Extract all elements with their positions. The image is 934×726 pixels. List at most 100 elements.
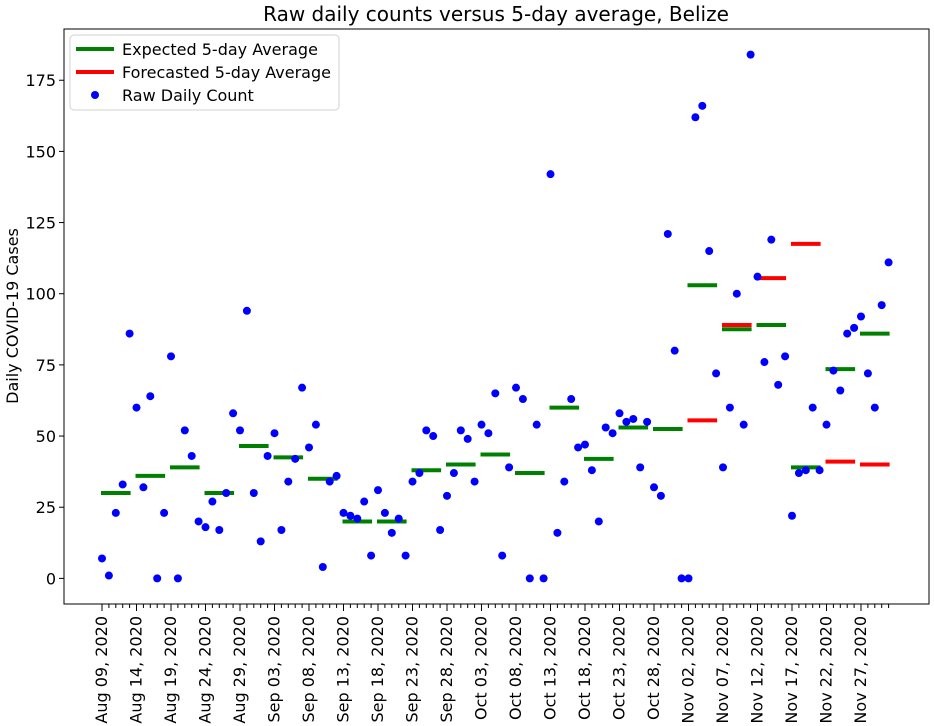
x-tick-label: Oct 03, 2020 [472, 616, 491, 720]
x-tick-label: Oct 23, 2020 [610, 616, 629, 720]
plot-frame [63, 28, 930, 605]
raw-daily-point [725, 403, 734, 412]
raw-daily-point [215, 525, 224, 534]
x-axis: Aug 09, 2020 Aug 14, 2020 Aug 19, 2020 Aug … [92, 604, 890, 724]
raw-daily-point [677, 574, 686, 583]
x-tick-label: Aug 14, 2020 [127, 616, 146, 724]
raw-daily-point [436, 525, 445, 534]
raw-daily-point [857, 312, 865, 321]
raw-daily-point [760, 358, 769, 367]
y-tick-label: 125 [25, 214, 56, 233]
legend-raw-swatch [91, 91, 99, 99]
raw-daily-point [532, 420, 541, 429]
raw-daily-point [429, 432, 438, 441]
raw-daily-point [836, 386, 845, 395]
raw-daily-point [456, 426, 465, 435]
raw-daily-point [505, 463, 514, 472]
raw-daily-point [477, 420, 486, 429]
raw-daily-point [539, 574, 548, 583]
raw-daily-point [884, 258, 893, 267]
raw-daily-point [732, 289, 741, 298]
raw-daily-point [249, 488, 258, 497]
raw-daily-point [374, 486, 382, 495]
raw-daily-point [629, 414, 638, 423]
raw-daily-point [484, 429, 493, 438]
raw-daily-point [180, 426, 189, 435]
raw-daily-point [774, 380, 783, 389]
raw-daily-point [581, 440, 589, 449]
raw-daily-point [753, 272, 762, 281]
raw-daily-point [656, 491, 665, 500]
raw-daily-point [877, 301, 886, 310]
raw-daily-point [663, 229, 672, 238]
raw-daily-point [767, 235, 776, 244]
raw-daily-point [574, 443, 583, 452]
y-tick-label: 175 [25, 71, 56, 90]
x-tick-label: Oct 08, 2020 [506, 616, 525, 720]
x-tick-label: Nov 27, 2020 [851, 616, 870, 724]
raw-daily-point [829, 366, 838, 375]
y-tick-label: 100 [25, 285, 56, 304]
raw-daily-point [132, 403, 141, 412]
raw-daily-point [284, 477, 293, 486]
raw-daily-point [360, 497, 369, 506]
raw-daily-point [518, 395, 527, 404]
raw-daily-point [684, 574, 693, 583]
raw-daily-point [443, 491, 451, 500]
legend-forecast-label: Forecasted 5-day Average [122, 63, 331, 82]
raw-daily-point [194, 517, 203, 526]
x-tick-label: Oct 18, 2020 [575, 616, 594, 720]
raw-daily-point [560, 477, 569, 486]
raw-daily-point [719, 463, 727, 472]
raw-daily-point [201, 523, 210, 532]
x-tick-label: Aug 29, 2020 [230, 616, 249, 724]
y-tick-label: 0 [46, 569, 56, 588]
raw-daily-point [325, 477, 334, 486]
x-tick-label: Sep 08, 2020 [299, 616, 318, 723]
raw-daily-point [242, 306, 251, 315]
x-tick-label: Sep 13, 2020 [334, 616, 353, 723]
raw-daily-point [546, 170, 555, 179]
x-tick-label: Nov 07, 2020 [713, 616, 732, 724]
raw-daily-point [305, 443, 313, 452]
raw-daily-point [153, 574, 162, 583]
raw-daily-point [380, 508, 389, 517]
raw-daily-point [850, 323, 859, 332]
raw-daily-point [277, 525, 286, 534]
raw-daily-point [229, 409, 238, 418]
x-tick-label: Nov 12, 2020 [748, 616, 767, 724]
x-tick-label: Aug 19, 2020 [161, 616, 180, 724]
y-tick-label: 25 [36, 498, 56, 517]
raw-daily-point [346, 511, 355, 520]
raw-daily-point [870, 403, 879, 412]
raw-daily-point [408, 477, 417, 486]
legend-expected-label: Expected 5-day Average [122, 40, 318, 59]
raw-daily-point [594, 517, 603, 526]
legend-box [69, 34, 340, 111]
x-tick-label: Nov 02, 2020 [679, 616, 698, 724]
raw-daily-point [298, 383, 307, 392]
raw-daily-point [746, 50, 755, 59]
raw-daily-point [822, 420, 831, 429]
x-tick-label: Sep 28, 2020 [437, 616, 456, 723]
y-tick-label: 150 [25, 142, 56, 161]
raw-points [98, 50, 893, 583]
raw-daily-point [601, 423, 610, 432]
raw-daily-point [622, 417, 631, 426]
raw-daily-point [353, 514, 362, 523]
raw-daily-point [512, 383, 520, 392]
raw-daily-point [415, 469, 424, 478]
raw-daily-point [843, 329, 852, 338]
raw-daily-point [705, 247, 714, 256]
raw-daily-point [470, 477, 479, 486]
y-tick-label: 75 [36, 356, 56, 375]
raw-daily-point [146, 392, 155, 401]
x-tick-label: Aug 09, 2020 [92, 616, 111, 724]
raw-daily-point [339, 508, 348, 517]
raw-daily-point [739, 420, 748, 429]
raw-daily-point [104, 571, 113, 580]
legend-raw-label: Raw Daily Count [122, 86, 254, 105]
raw-daily-point [691, 113, 700, 122]
raw-daily-point [236, 426, 244, 435]
raw-daily-point [291, 454, 300, 463]
